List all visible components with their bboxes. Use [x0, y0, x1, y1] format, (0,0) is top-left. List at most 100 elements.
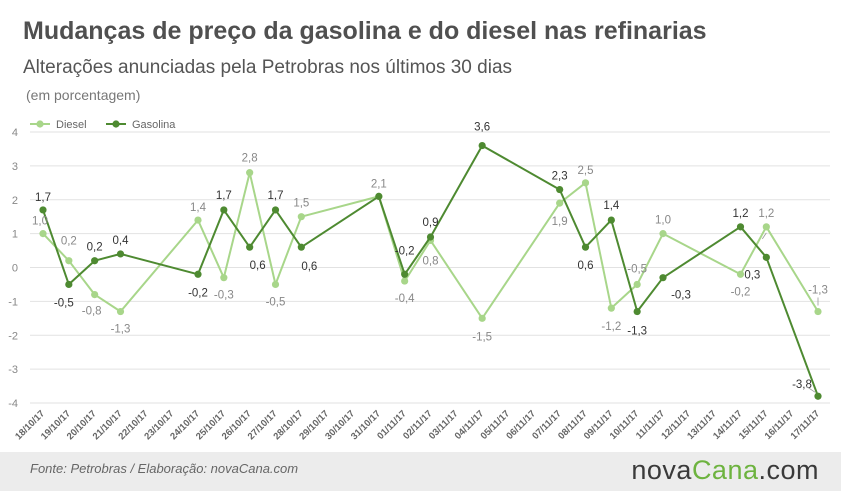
diesel-point — [607, 304, 615, 312]
diesel-point — [39, 230, 47, 238]
footer: Fonte: Petrobras / Elaboração: novaCana.… — [0, 452, 841, 491]
diesel-point — [116, 307, 125, 316]
diesel-data-label: 2,1 — [371, 178, 387, 190]
gasolina-point — [478, 141, 486, 150]
gasolina-point — [271, 206, 280, 214]
diesel-point — [65, 257, 73, 265]
y-tick-label: -2 — [8, 330, 18, 342]
gasolina-data-label: 3,6 — [474, 122, 490, 134]
diesel-data-label: 1,9 — [552, 216, 568, 228]
diesel-data-label: -0,5 — [627, 263, 647, 275]
legend-swatch-marker — [36, 120, 44, 128]
diesel-data-label: 0,8 — [423, 255, 439, 267]
diesel-data-label: 1,4 — [190, 202, 207, 214]
gasolina-data-label: -0,3 — [671, 290, 691, 302]
gasolina-point — [297, 243, 305, 251]
y-tick-label: 0 — [12, 263, 18, 275]
gasolina-point — [220, 206, 228, 214]
gasolina-data-label: 0,9 — [423, 217, 439, 229]
gasolina-point — [194, 270, 202, 278]
gasolina-data-label: 1,7 — [35, 192, 51, 204]
leader-line — [762, 232, 767, 240]
diesel-data-label: -0,2 — [731, 286, 751, 298]
diesel-point — [194, 216, 202, 224]
gasolina-point — [556, 185, 564, 194]
logo-accent: Cana — [691, 455, 759, 485]
unit-label: (em porcentagem) — [26, 87, 141, 103]
leader-line — [805, 385, 816, 393]
diesel-point — [762, 223, 770, 231]
gasolina-point — [246, 243, 254, 251]
diesel-data-label: 1,0 — [655, 215, 671, 227]
logo-main: nova — [631, 455, 692, 485]
gasolina-data-label: 0,3 — [744, 269, 760, 281]
diesel-point — [91, 291, 99, 299]
diesel-data-label: -0,5 — [266, 296, 286, 308]
diesel-point — [271, 280, 280, 289]
diesel-data-label: -0,3 — [214, 290, 234, 302]
gasolina-point — [65, 280, 73, 289]
diesel-point — [246, 169, 254, 177]
diesel-data-label: -1,2 — [601, 321, 621, 333]
y-tick-label: 4 — [12, 127, 18, 139]
gasolina-data-label: -3,8 — [792, 379, 812, 391]
gasolina-data-label: 0,6 — [301, 261, 317, 273]
gasolina-data-label: -1,3 — [627, 326, 647, 338]
y-tick-label: -3 — [8, 364, 18, 376]
diesel-data-label: -0,4 — [395, 293, 415, 305]
gasolina-data-label: -0,5 — [54, 297, 74, 309]
source-text: Fonte: Petrobras / Elaboração: novaCana.… — [30, 461, 299, 476]
gasolina-data-label: 1,2 — [733, 208, 749, 220]
gasolina-data-label: 0,6 — [578, 260, 594, 272]
gasolina-point — [426, 233, 435, 241]
diesel-data-label: 2,8 — [242, 153, 258, 165]
gasolina-data-label: -0,2 — [188, 287, 208, 299]
y-tick-label: 3 — [12, 161, 18, 173]
diesel-point — [814, 307, 822, 316]
gasolina-data-label: 1,7 — [216, 190, 232, 202]
diesel-point — [736, 270, 745, 278]
gasolina-point — [814, 392, 822, 400]
x-tick-label: 17/11/17 — [789, 408, 823, 442]
gasolina-point — [581, 243, 590, 251]
gasolina-data-label: 1,4 — [603, 200, 620, 212]
gasolina-line — [42, 144, 819, 397]
diesel-point — [478, 314, 486, 322]
diesel-data-label: 1,5 — [293, 198, 309, 210]
legend-swatch-marker — [112, 120, 120, 128]
diesel-data-label: -1,3 — [111, 324, 131, 336]
diesel-point — [633, 280, 641, 289]
gasolina-point — [401, 270, 409, 278]
diesel-point — [659, 230, 667, 238]
y-tick-label: -1 — [8, 296, 18, 308]
diesel-data-label: 1,0 — [32, 216, 48, 228]
diesel-line — [42, 171, 819, 320]
gasolina-point — [91, 257, 99, 265]
gasolina-point — [736, 223, 745, 231]
diesel-point — [297, 213, 305, 221]
gasolina-data-label: 0,4 — [113, 235, 130, 247]
y-tick-label: -4 — [8, 398, 18, 410]
diesel-data-label: 1,2 — [758, 208, 774, 220]
diesel-data-label: 0,2 — [61, 236, 77, 248]
gasolina-point — [375, 192, 383, 200]
diesel-point — [556, 199, 564, 207]
gasolina-data-label: 0,2 — [87, 242, 103, 254]
legend-label: Diesel — [56, 119, 87, 131]
diesel-data-label: -1,3 — [808, 285, 828, 297]
diesel-point — [401, 277, 409, 285]
gasolina-data-label: -0,2 — [395, 245, 415, 257]
legend-label: Gasolina — [132, 119, 176, 131]
diesel-data-label: -1,5 — [472, 331, 492, 343]
gasolina-data-label: 2,3 — [552, 171, 568, 183]
novacana-logo: novaCana.com — [631, 455, 819, 486]
logo-suffix: .com — [758, 455, 819, 485]
line-chart: -4-3-2-10123418/10/1719/10/1720/10/1721/… — [8, 119, 830, 442]
gasolina-point — [39, 206, 47, 214]
y-tick-label: 1 — [12, 229, 18, 241]
diesel-point — [581, 179, 590, 187]
gasolina-point — [116, 250, 125, 258]
chart-subtitle: Alterações anunciadas pela Petrobras nos… — [23, 57, 513, 78]
gasolina-data-label: 1,7 — [268, 190, 284, 202]
diesel-data-label: 2,5 — [578, 165, 594, 177]
